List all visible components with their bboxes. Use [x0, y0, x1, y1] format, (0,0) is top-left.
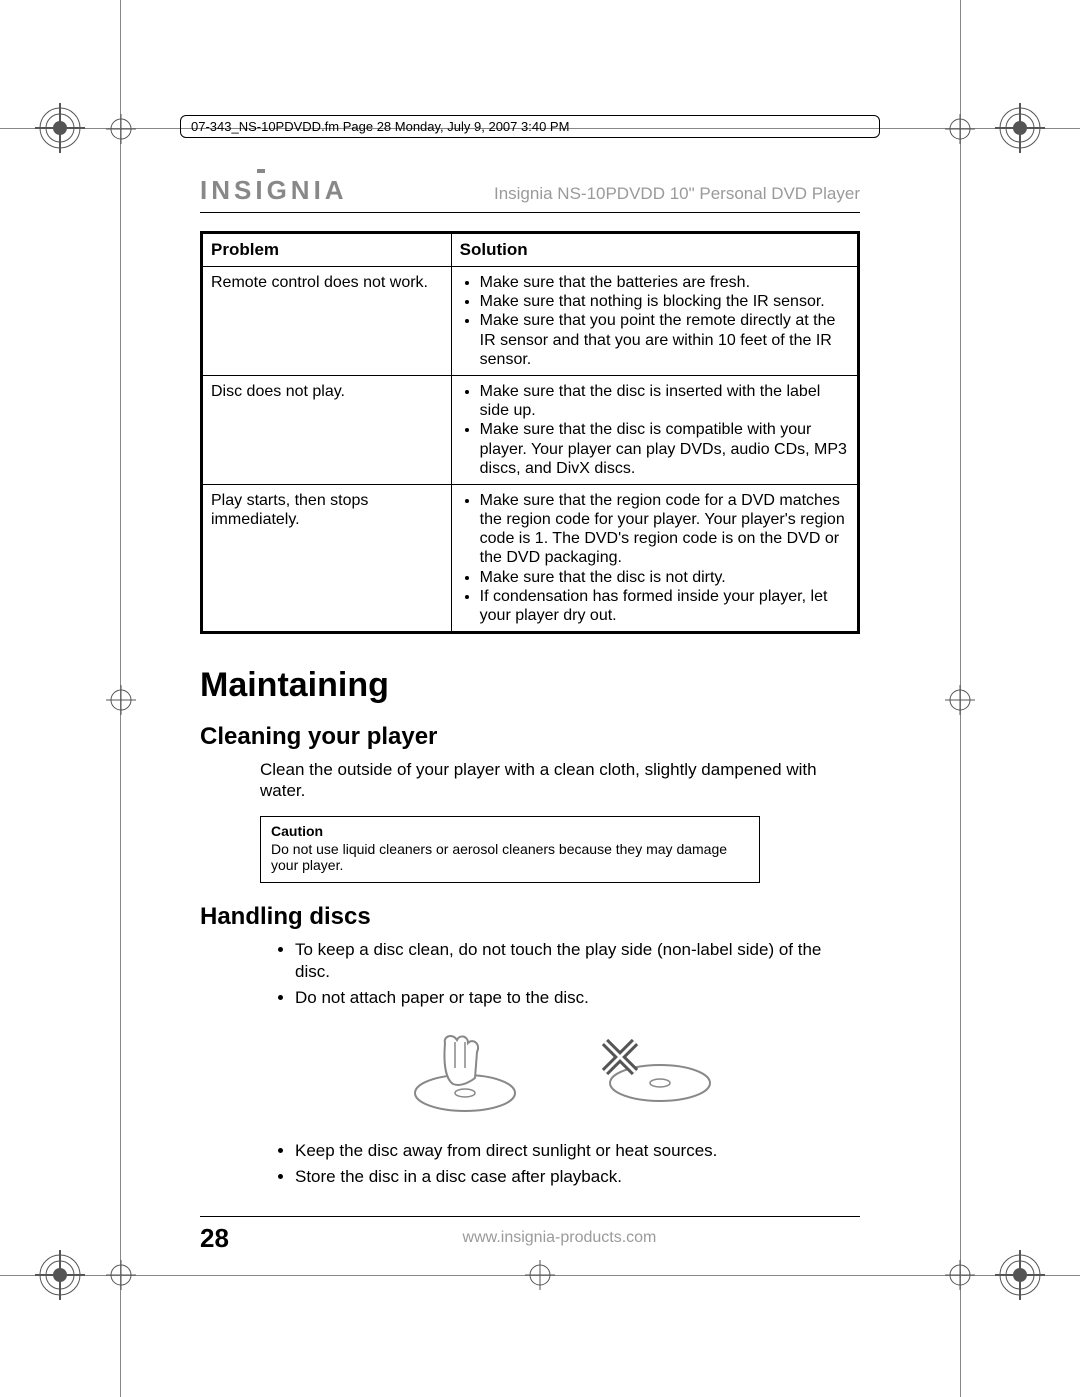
solution-cell: Make sure that the disc is inserted with… [451, 375, 858, 484]
solution-cell: Make sure that the region code for a DVD… [451, 484, 858, 632]
caution-title: Caution [271, 823, 749, 839]
cleaning-body: Clean the outside of your player with a … [260, 759, 860, 802]
target-mark-icon [945, 1260, 975, 1290]
disc-no-tape-icon [585, 1028, 715, 1118]
target-mark-icon [945, 685, 975, 715]
target-mark-icon [106, 685, 136, 715]
solution-item: Make sure that you point the remote dire… [480, 311, 849, 369]
subheading-handling: Handling discs [200, 903, 860, 931]
solution-item: Make sure that the region code for a DVD… [480, 491, 849, 568]
footer-url: www.insignia-products.com [259, 1229, 860, 1247]
solution-cell: Make sure that the batteries are fresh. … [451, 267, 858, 376]
table-header-solution: Solution [451, 233, 858, 267]
troubleshooting-table: Problem Solution Remote control does not… [200, 231, 860, 634]
registration-mark-icon [995, 103, 1045, 153]
manual-page: 07-343_NS-10PDVDD.fm Page 28 Monday, Jul… [0, 0, 1080, 1397]
list-item: To keep a disc clean, do not touch the p… [295, 939, 860, 983]
solution-item: Make sure that the batteries are fresh. [480, 273, 849, 292]
caution-text: Do not use liquid cleaners or aerosol cl… [271, 841, 749, 875]
list-item: Store the disc in a disc case after play… [295, 1166, 860, 1188]
problem-cell: Play starts, then stops immediately. [202, 484, 452, 632]
product-title: Insignia NS-10PDVDD 10" Personal DVD Pla… [494, 184, 860, 206]
table-header-problem: Problem [202, 233, 452, 267]
subheading-cleaning: Cleaning your player [200, 723, 860, 751]
caution-box: Caution Do not use liquid cleaners or ae… [260, 816, 760, 884]
problem-cell: Disc does not play. [202, 375, 452, 484]
page-footer: 28 www.insignia-products.com [200, 1216, 860, 1254]
handling-bullets-top: To keep a disc clean, do not touch the p… [295, 939, 860, 1009]
target-mark-icon [525, 1260, 555, 1290]
target-mark-icon [106, 1260, 136, 1290]
table-row: Remote control does not work. Make sure … [202, 267, 859, 376]
page-number: 28 [200, 1223, 229, 1254]
brand-logo: INSIGNIA [200, 175, 348, 206]
disc-handling-illustration [260, 1028, 860, 1118]
target-mark-icon [945, 114, 975, 144]
registration-mark-icon [35, 1250, 85, 1300]
section-heading-maintaining: Maintaining [200, 666, 860, 705]
problem-cell: Remote control does not work. [202, 267, 452, 376]
list-item: Do not attach paper or tape to the disc. [295, 987, 860, 1009]
target-mark-icon [106, 114, 136, 144]
solution-item: Make sure that the disc is not dirty. [480, 568, 849, 587]
page-content: INSIGNIA Insignia NS-10PDVDD 10" Persona… [200, 175, 860, 1254]
disc-hold-correct-icon [405, 1028, 525, 1118]
solution-item: Make sure that the disc is compatible wi… [480, 420, 849, 478]
brand-row: INSIGNIA Insignia NS-10PDVDD 10" Persona… [200, 175, 860, 213]
list-item: Keep the disc away from direct sunlight … [295, 1140, 860, 1162]
registration-mark-icon [995, 1250, 1045, 1300]
framemaker-header: 07-343_NS-10PDVDD.fm Page 28 Monday, Jul… [180, 115, 880, 138]
table-row: Disc does not play. Make sure that the d… [202, 375, 859, 484]
table-row: Play starts, then stops immediately. Mak… [202, 484, 859, 632]
handling-bullets-bottom: Keep the disc away from direct sunlight … [295, 1140, 860, 1188]
solution-item: Make sure that nothing is blocking the I… [480, 292, 849, 311]
registration-mark-icon [35, 103, 85, 153]
solution-item: If condensation has formed inside your p… [480, 587, 849, 625]
solution-item: Make sure that the disc is inserted with… [480, 382, 849, 420]
